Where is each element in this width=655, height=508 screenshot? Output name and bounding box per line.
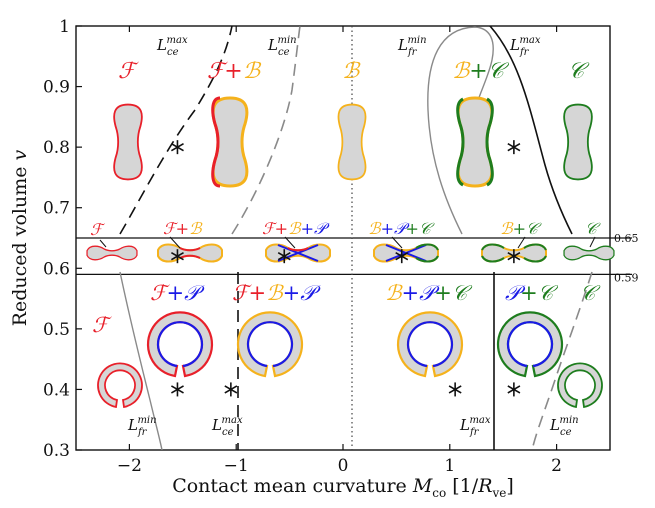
- svg-text:𝒞: 𝒞: [568, 59, 590, 84]
- y-tick-label: 1: [59, 17, 70, 37]
- svg-text:ℱ: ℱ: [118, 59, 139, 84]
- svg-text:Lfrmax: Lfrmax: [459, 415, 491, 438]
- boundary-fr-min-upper: [427, 26, 494, 235]
- svg-text:𝒫+𝒞: 𝒫+𝒞: [505, 281, 559, 305]
- boundary-ce-max-upper: [119, 26, 233, 235]
- svg-text:ℱ: ℱ: [90, 220, 106, 239]
- svg-text:ℱ+ℬ: ℱ+ℬ: [163, 219, 203, 238]
- asterisk-marker: [507, 249, 521, 264]
- asterisk-marker: [170, 249, 184, 264]
- y-tick-label: 0.3: [43, 441, 70, 461]
- x-tick-label: −2: [117, 456, 142, 476]
- y-tick-label: 0.7: [43, 199, 70, 219]
- y-tick-label: 0.5: [43, 320, 70, 340]
- svg-text:ℱ+𝒫: ℱ+𝒫: [150, 281, 205, 305]
- asterisk-marker: [507, 140, 521, 155]
- y-tick-label: 0.6: [43, 259, 70, 279]
- plot-frame: [75, 25, 632, 451]
- x-axis-ticks: −2 −1 0 1 2: [117, 26, 562, 476]
- band-label: 0.65: [614, 232, 639, 245]
- x-tick-label: −1: [224, 456, 249, 476]
- marker-layer: [170, 140, 521, 397]
- vesicle-shapes-bottom: [97, 311, 603, 409]
- svg-text:ℬ: ℬ: [342, 59, 361, 84]
- svg-text:ℬ+𝒞: ℬ+𝒞: [500, 219, 542, 238]
- svg-text:ℱ+ℬ+𝒫: ℱ+ℬ+𝒫: [232, 281, 321, 305]
- band-region-labels: ℱ ℱ+ℬ ℱ+ℬ+𝒫 ℬ+𝒫+𝒞 ℬ+𝒞 𝒞: [90, 219, 601, 239]
- y-tick-label: 0.8: [43, 138, 70, 158]
- vesicle-shapes-band: [86, 243, 615, 263]
- svg-text:ℬ+𝒞: ℬ+𝒞: [452, 59, 510, 84]
- y-tick-label: 0.9: [43, 78, 70, 98]
- x-tick-label: 0: [338, 456, 349, 476]
- band-arrows: [99, 236, 596, 249]
- svg-text:Lcemin: Lcemin: [267, 35, 297, 58]
- svg-text:Lcemax: Lcemax: [156, 35, 188, 58]
- boundary-fr-max-upper: [489, 26, 573, 235]
- boundary-fr-min-lower: [119, 271, 163, 450]
- svg-text:𝒞: 𝒞: [580, 281, 601, 305]
- boundary-labels: Lcemax Lcemin Lfrmin Lfrmax Lfrmin Lcema…: [127, 35, 579, 438]
- svg-text:Lfrmin: Lfrmin: [397, 35, 427, 58]
- svg-text:ℬ+𝒫+𝒞: ℬ+𝒫+𝒞: [368, 219, 435, 238]
- svg-text:Lcemin: Lcemin: [549, 415, 579, 438]
- asterisk-marker: [224, 382, 238, 397]
- asterisk-marker: [277, 249, 291, 264]
- band-label: 0.59: [614, 271, 639, 284]
- asterisk-marker: [395, 249, 409, 264]
- x-axis-label: Contact mean curvature Mco [1/Rve]: [172, 475, 514, 500]
- svg-text:Lfrmax: Lfrmax: [509, 35, 541, 58]
- band-value-labels: 0.65 0.59: [614, 232, 639, 284]
- svg-text:ℱ+ℬ+𝒫: ℱ+ℬ+𝒫: [262, 219, 330, 238]
- x-tick-label: 1: [444, 456, 455, 476]
- asterisk-marker: [448, 382, 462, 397]
- y-tick-label: 0.4: [43, 380, 70, 400]
- svg-text:ℱ: ℱ: [92, 313, 112, 337]
- x-tick-label: 2: [551, 456, 562, 476]
- svg-text:ℬ+𝒫+𝒞: ℬ+𝒫+𝒞: [385, 281, 473, 305]
- y-axis-label: Reduced volume v: [9, 149, 31, 326]
- boundary-ce-min-lower: [531, 271, 593, 450]
- svg-text:𝒞: 𝒞: [585, 219, 601, 238]
- boundary-ce-min-upper: [231, 26, 301, 235]
- asterisk-marker: [170, 382, 184, 397]
- asterisk-marker: [507, 382, 521, 397]
- y-axis-ticks: 0.3 0.4 0.5 0.6 0.7 0.8 0.9 1: [43, 17, 82, 461]
- vesicle-shapes-top: [113, 96, 593, 188]
- region-labels: ℱ ℱ+ℬ ℬ ℬ+𝒞 𝒞: [118, 59, 590, 84]
- bottom-region-labels: ℱ ℱ+𝒫 ℱ+ℬ+𝒫 ℬ+𝒫+𝒞 𝒫+𝒞 𝒞: [92, 281, 601, 337]
- svg-text:ℱ+ℬ: ℱ+ℬ: [207, 59, 262, 84]
- asterisk-marker: [170, 140, 184, 155]
- svg-text:Lfrmin: Lfrmin: [127, 415, 157, 438]
